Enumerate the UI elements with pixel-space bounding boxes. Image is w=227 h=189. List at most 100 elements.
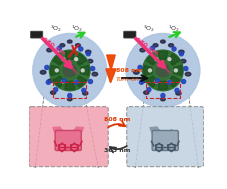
Circle shape <box>133 41 185 92</box>
Circle shape <box>155 58 158 61</box>
Circle shape <box>34 34 96 97</box>
Circle shape <box>139 80 143 84</box>
FancyBboxPatch shape <box>127 107 204 167</box>
Ellipse shape <box>166 84 171 87</box>
FancyBboxPatch shape <box>152 130 178 150</box>
Ellipse shape <box>144 91 149 94</box>
Circle shape <box>168 80 171 83</box>
Circle shape <box>135 43 183 91</box>
Circle shape <box>155 79 159 83</box>
Text: $^1$O$_2$: $^1$O$_2$ <box>71 24 84 34</box>
Ellipse shape <box>62 83 67 86</box>
FancyBboxPatch shape <box>124 31 136 38</box>
Polygon shape <box>134 36 171 74</box>
Circle shape <box>49 49 85 86</box>
Circle shape <box>38 39 93 94</box>
Circle shape <box>129 36 188 96</box>
Circle shape <box>82 88 86 92</box>
Circle shape <box>137 45 182 89</box>
Ellipse shape <box>73 84 78 87</box>
Ellipse shape <box>155 83 160 86</box>
Bar <box>53 81 86 98</box>
Ellipse shape <box>67 98 72 101</box>
Polygon shape <box>80 65 89 75</box>
Circle shape <box>138 65 142 70</box>
Circle shape <box>156 64 170 77</box>
Polygon shape <box>106 55 116 83</box>
Ellipse shape <box>60 44 65 47</box>
Text: Turn-on: Turn-on <box>116 77 140 82</box>
Circle shape <box>147 88 151 92</box>
Circle shape <box>49 50 90 91</box>
Ellipse shape <box>87 59 93 63</box>
Ellipse shape <box>141 79 146 83</box>
Circle shape <box>45 65 49 70</box>
Polygon shape <box>158 51 168 60</box>
Circle shape <box>46 80 50 84</box>
Circle shape <box>148 69 151 72</box>
FancyBboxPatch shape <box>55 130 81 150</box>
Text: 808 nm: 808 nm <box>104 117 131 122</box>
Circle shape <box>40 41 92 92</box>
Ellipse shape <box>86 50 91 54</box>
Polygon shape <box>40 36 77 74</box>
Circle shape <box>55 69 58 72</box>
Text: $^1$O$_2$: $^1$O$_2$ <box>168 24 181 34</box>
Circle shape <box>168 80 172 84</box>
Ellipse shape <box>78 62 83 65</box>
Circle shape <box>143 50 183 91</box>
Polygon shape <box>168 76 180 87</box>
Circle shape <box>29 30 100 100</box>
Circle shape <box>125 32 191 99</box>
Polygon shape <box>53 76 64 87</box>
Circle shape <box>27 28 101 102</box>
Ellipse shape <box>47 48 52 52</box>
Circle shape <box>175 88 179 92</box>
Polygon shape <box>51 65 59 75</box>
Circle shape <box>32 32 98 99</box>
Circle shape <box>182 80 186 84</box>
Circle shape <box>91 67 95 71</box>
Circle shape <box>155 80 158 83</box>
Circle shape <box>36 36 95 96</box>
Circle shape <box>75 80 78 83</box>
Circle shape <box>142 49 179 86</box>
Ellipse shape <box>179 50 184 54</box>
Ellipse shape <box>67 40 72 43</box>
Ellipse shape <box>176 92 181 95</box>
Polygon shape <box>144 65 152 75</box>
Circle shape <box>184 67 188 71</box>
Ellipse shape <box>50 91 56 94</box>
Text: 980 nm: 980 nm <box>41 37 66 56</box>
Circle shape <box>62 79 66 83</box>
Ellipse shape <box>160 98 165 101</box>
Text: 980 nm: 980 nm <box>134 37 159 56</box>
Circle shape <box>161 94 165 98</box>
Ellipse shape <box>133 70 139 74</box>
Circle shape <box>62 58 65 61</box>
FancyBboxPatch shape <box>30 31 43 38</box>
Circle shape <box>79 47 83 51</box>
Circle shape <box>44 45 89 89</box>
Circle shape <box>172 47 176 51</box>
Ellipse shape <box>75 44 80 47</box>
Circle shape <box>131 39 187 94</box>
Circle shape <box>89 80 92 84</box>
Ellipse shape <box>56 61 61 65</box>
Polygon shape <box>53 54 64 65</box>
Circle shape <box>120 28 194 102</box>
Ellipse shape <box>40 70 46 74</box>
Polygon shape <box>146 54 157 65</box>
Circle shape <box>62 80 65 83</box>
Ellipse shape <box>185 72 191 76</box>
Circle shape <box>75 58 78 61</box>
Ellipse shape <box>92 72 98 76</box>
Ellipse shape <box>171 62 176 65</box>
Ellipse shape <box>140 48 145 52</box>
Ellipse shape <box>83 92 88 95</box>
Circle shape <box>74 80 79 84</box>
Circle shape <box>86 52 90 56</box>
Circle shape <box>126 33 200 107</box>
Polygon shape <box>65 51 75 60</box>
Text: $^3$O$_2$: $^3$O$_2$ <box>143 24 155 34</box>
